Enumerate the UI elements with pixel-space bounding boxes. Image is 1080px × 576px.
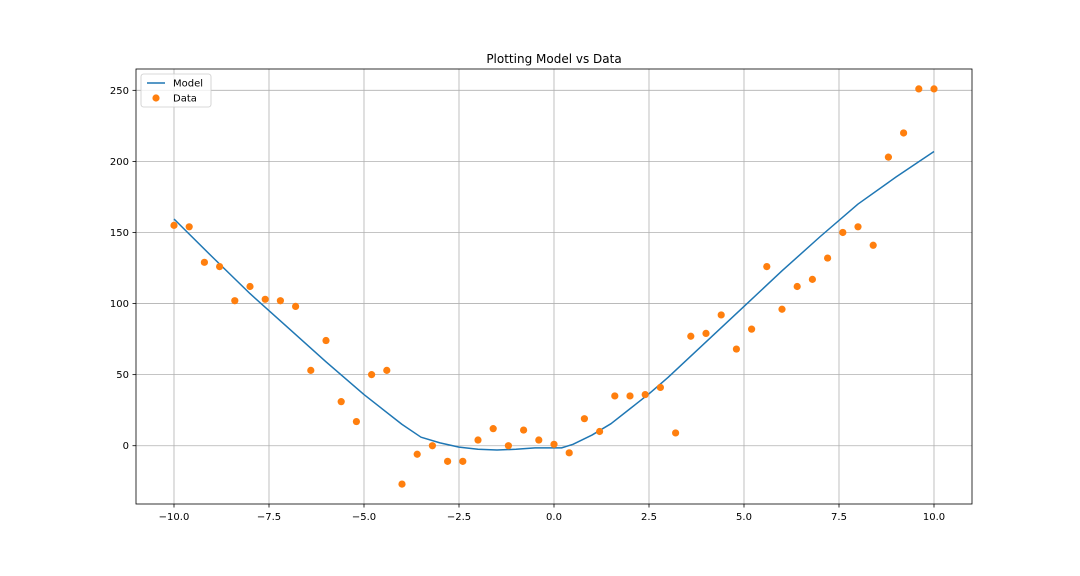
data-point bbox=[580, 415, 589, 423]
data-point bbox=[428, 442, 436, 450]
y-tick-label: 250 bbox=[110, 86, 129, 97]
y-tick-label: 200 bbox=[110, 157, 129, 168]
data-point bbox=[216, 263, 224, 271]
data-point bbox=[748, 325, 756, 333]
x-tick-label: −2.5 bbox=[447, 512, 471, 523]
x-tick-label: 10.0 bbox=[923, 512, 945, 523]
data-point bbox=[565, 449, 573, 457]
y-tick-label: 100 bbox=[110, 299, 129, 310]
data-point bbox=[915, 85, 923, 93]
data-series bbox=[170, 85, 938, 488]
data-point bbox=[550, 440, 558, 448]
x-tick-label: −5.0 bbox=[352, 512, 376, 523]
data-point bbox=[535, 436, 543, 444]
data-point bbox=[246, 282, 254, 291]
x-tick-label: −10.0 bbox=[159, 512, 190, 523]
data-point bbox=[854, 223, 862, 231]
chart-title: Plotting Model vs Data bbox=[486, 52, 621, 66]
data-point bbox=[596, 427, 604, 436]
data-point bbox=[444, 457, 452, 465]
y-tick-label: 150 bbox=[110, 228, 129, 239]
data-point bbox=[930, 85, 938, 93]
legend-label: Data bbox=[173, 94, 197, 105]
data-point bbox=[459, 457, 467, 465]
data-point bbox=[200, 258, 208, 266]
data-point bbox=[778, 305, 786, 313]
data-point bbox=[641, 390, 649, 399]
data-point bbox=[231, 297, 239, 305]
data-point bbox=[368, 371, 376, 379]
y-tick-label: 50 bbox=[116, 370, 129, 381]
data-point bbox=[900, 129, 908, 137]
data-point bbox=[611, 392, 619, 400]
data-point bbox=[824, 254, 832, 262]
data-point bbox=[292, 302, 300, 310]
data-point bbox=[383, 366, 391, 374]
data-point bbox=[413, 450, 421, 458]
data-point bbox=[474, 436, 482, 444]
data-point bbox=[261, 295, 269, 303]
data-point bbox=[732, 345, 741, 353]
data-point bbox=[489, 425, 497, 433]
data-point bbox=[520, 426, 528, 434]
data-point bbox=[656, 383, 665, 392]
x-tick-label: 2.5 bbox=[641, 512, 657, 523]
x-tick-label: 0.0 bbox=[546, 512, 562, 523]
data-point bbox=[337, 398, 345, 406]
data-point bbox=[869, 241, 877, 249]
legend-label: Model bbox=[173, 79, 203, 90]
data-point bbox=[808, 275, 817, 283]
data-point bbox=[793, 282, 801, 291]
data-point bbox=[626, 392, 634, 400]
data-point bbox=[763, 263, 771, 271]
data-point bbox=[504, 442, 512, 450]
x-tick-label: 5.0 bbox=[736, 512, 752, 523]
data-point bbox=[672, 429, 680, 437]
data-point bbox=[352, 417, 360, 426]
data-point bbox=[687, 332, 695, 340]
legend-data-swatch bbox=[152, 94, 160, 102]
data-point bbox=[702, 329, 710, 338]
data-point bbox=[170, 221, 178, 229]
data-point bbox=[185, 223, 193, 231]
axis-ticks: −10.0 −7.5 −5.0 −2.5 0.0 2.5 5.0 7.5 10.0 0 50 100 1… bbox=[110, 86, 945, 523]
data-point bbox=[307, 366, 315, 374]
data-point bbox=[398, 480, 406, 488]
y-tick-label: 0 bbox=[123, 441, 129, 452]
legend: Model Data bbox=[140, 73, 212, 108]
data-point bbox=[717, 311, 725, 319]
x-tick-label: 7.5 bbox=[831, 512, 847, 523]
x-tick-label: −7.5 bbox=[257, 512, 281, 523]
data-point bbox=[322, 336, 330, 345]
data-point bbox=[839, 228, 847, 237]
data-point bbox=[276, 297, 284, 305]
data-point bbox=[884, 153, 893, 161]
